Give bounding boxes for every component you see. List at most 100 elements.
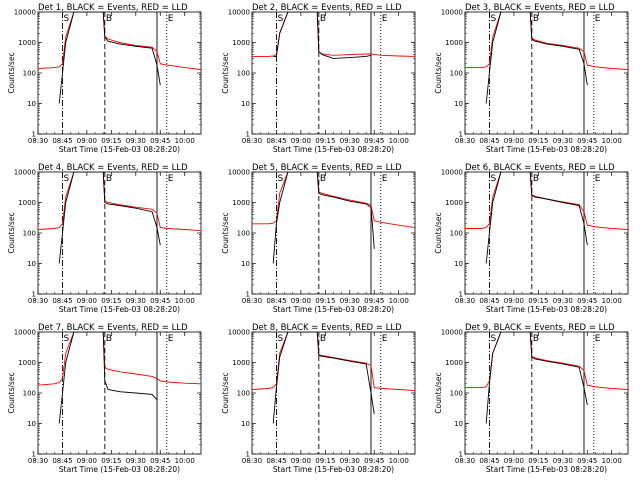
marker-label: B [106,174,112,184]
marker-label: E [168,174,174,184]
events-series-line [272,172,375,264]
marker-label: E [168,14,174,24]
marker-label: S [490,334,496,344]
marker-label: E [595,334,601,344]
panel-title: Det 8, BLACK = Events, RED = LLD [252,323,402,333]
y-tick-label: 10 [454,100,463,108]
x-tick-label: 08:45 [266,457,286,465]
y-axis-label: Counts/sec [434,372,443,413]
marker-label: S [63,174,69,184]
marker-label: E [595,174,601,184]
x-tick-label: 09:00 [77,137,97,145]
x-tick-label: 09:30 [340,297,360,305]
y-tick-label: 100 [23,230,36,238]
x-tick-label: 09:15 [528,297,548,305]
x-tick-label: 08:30 [28,297,48,305]
x-tick-label: 09:45 [364,457,384,465]
lld-series-line [38,172,201,232]
x-tick-label: 10:00 [389,297,409,305]
x-tick-label: 08:45 [479,297,499,305]
y-tick-label: 1000 [18,359,36,367]
events-series-line [58,12,161,104]
marker-label: S [63,14,69,24]
x-tick-label: 10:00 [602,457,622,465]
x-axis-label: Start Time (15-Feb-03 08:28:20) [273,145,394,154]
x-tick-label: 09:00 [504,137,524,145]
x-axis-label: Start Time (15-Feb-03 08:28:20) [273,465,394,474]
panel-det-4: Det 4, BLACK = Events, RED = LLD 1 10 100 10… [7,163,202,314]
x-tick-label: 09:45 [577,457,597,465]
panel-det-8: Det 8, BLACK = Events, RED = LLD 1 10 100 10… [221,323,416,474]
y-tick-label: 10000 [14,9,36,17]
panel-title: Det 1, BLACK = Events, RED = LLD [38,3,188,13]
y-tick-label: 10 [27,100,36,108]
events-series-line [58,332,158,424]
y-tick-label: 10000 [441,329,463,337]
panel-det-3: Det 3, BLACK = Events, RED = LLD 1 10 100 10… [434,3,629,154]
x-axis-label: Start Time (15-Feb-03 08:28:20) [59,465,180,474]
panel-title: Det 3, BLACK = Events, RED = LLD [465,3,615,13]
x-tick-label: 09:45 [364,297,384,305]
marker-label: B [320,174,326,184]
x-tick-label: 09:45 [577,137,597,145]
y-tick-label: 1000 [445,359,463,367]
y-tick-label: 10 [241,100,250,108]
x-tick-label: 09:15 [101,137,121,145]
x-axis-label: Start Time (15-Feb-03 08:28:20) [486,305,607,314]
x-tick-label: 10:00 [389,457,409,465]
x-tick-label: 08:45 [479,457,499,465]
x-tick-label: 08:30 [455,297,475,305]
x-tick-label: 09:45 [150,297,170,305]
y-tick-label: 10 [241,260,250,268]
y-tick-label: 10 [454,420,463,428]
y-axis-label: Counts/sec [7,52,16,93]
x-tick-label: 08:30 [242,137,262,145]
marker-label: S [277,14,283,24]
x-tick-label: 09:00 [291,137,311,145]
panel-det-5: Det 5, BLACK = Events, RED = LLD 1 10 100 10… [221,163,416,314]
x-tick-label: 09:30 [553,297,573,305]
x-tick-label: 09:30 [126,137,146,145]
marker-label: B [320,14,326,24]
x-tick-label: 09:15 [315,457,335,465]
y-tick-label: 10 [454,260,463,268]
x-axis-label: Start Time (15-Feb-03 08:28:20) [486,465,607,474]
x-axis-label: Start Time (15-Feb-03 08:28:20) [59,305,180,314]
marker-label: S [277,174,283,184]
y-axis-label: Counts/sec [221,212,230,253]
events-series-line [273,12,372,59]
y-tick-label: 1 [246,451,250,459]
marker-label: E [382,14,388,24]
x-tick-label: 09:00 [504,457,524,465]
x-axis-label: Start Time (15-Feb-03 08:28:20) [486,145,607,154]
panel-title: Det 2, BLACK = Events, RED = LLD [252,3,402,13]
x-tick-label: 09:45 [577,297,597,305]
y-tick-label: 10000 [441,169,463,177]
x-tick-label: 09:00 [504,297,524,305]
events-series-line [485,172,588,264]
x-tick-label: 09:15 [101,457,121,465]
y-axis-label: Counts/sec [434,52,443,93]
marker-label: B [106,334,112,344]
y-tick-label: 100 [237,390,250,398]
marker-label: B [533,334,539,344]
x-tick-label: 09:00 [291,457,311,465]
marker-label: E [382,174,388,184]
x-tick-label: 09:15 [101,297,121,305]
x-tick-label: 09:15 [528,457,548,465]
y-tick-label: 100 [237,230,250,238]
y-axis-label: Counts/sec [221,52,230,93]
marker-label: B [533,174,539,184]
y-tick-label: 1 [246,131,250,139]
events-series-line [485,332,588,424]
y-tick-label: 1000 [18,199,36,207]
x-tick-label: 09:00 [77,457,97,465]
y-tick-label: 1000 [445,39,463,47]
y-tick-label: 10 [27,260,36,268]
events-series-line [485,12,588,104]
lld-series-line [252,172,415,229]
y-tick-label: 1 [459,291,463,299]
panel-det-7: Det 7, BLACK = Events, RED = LLD 1 10 100 10… [7,323,202,474]
y-tick-label: 100 [237,70,250,78]
